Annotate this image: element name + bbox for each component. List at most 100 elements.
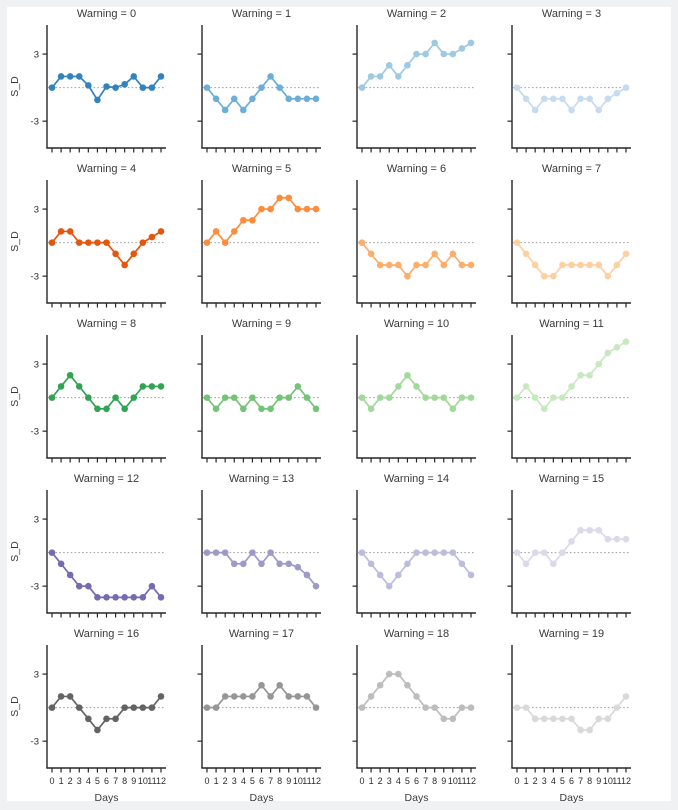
data-point-marker bbox=[294, 205, 302, 213]
y-tick-label: -3 bbox=[31, 581, 39, 592]
facet-title: Warning = 7 bbox=[542, 163, 601, 175]
x-tick-label: 10 bbox=[448, 776, 458, 786]
data-point-marker bbox=[85, 239, 92, 246]
data-point-marker bbox=[94, 239, 101, 246]
data-point-marker bbox=[449, 250, 457, 258]
data-point-marker bbox=[249, 549, 256, 556]
data-point-marker bbox=[66, 228, 74, 235]
data-point-marker bbox=[622, 250, 630, 258]
data-point-marker bbox=[312, 95, 320, 103]
y-tick-label: -3 bbox=[31, 736, 39, 747]
facet-title: Warning = 5 bbox=[232, 163, 291, 175]
data-point-marker bbox=[203, 549, 211, 556]
data-point-marker bbox=[249, 95, 256, 103]
data-point-marker bbox=[568, 106, 575, 114]
data-point-marker bbox=[586, 526, 593, 534]
facet-warning-8: Warning = 8 3 -3 S_D bbox=[9, 318, 166, 463]
data-point-marker bbox=[586, 726, 593, 734]
data-point-marker bbox=[604, 535, 612, 543]
data-point-marker bbox=[604, 715, 612, 723]
facet-warning-4: Warning = 4 3 -3 S_D bbox=[9, 163, 166, 308]
data-point-marker bbox=[112, 84, 119, 91]
data-point-marker bbox=[75, 383, 83, 390]
data-point-marker bbox=[103, 83, 110, 90]
data-point-marker bbox=[75, 73, 83, 80]
data-point-marker bbox=[240, 693, 247, 700]
data-point-marker bbox=[413, 549, 420, 556]
data-point-marker bbox=[212, 549, 220, 556]
data-point-marker bbox=[522, 383, 530, 390]
data-point-marker bbox=[249, 216, 256, 224]
data-point-marker bbox=[285, 394, 293, 401]
facet-warning-2: Warning = 2 bbox=[352, 8, 476, 153]
data-point-marker bbox=[568, 715, 575, 723]
facet-title: Warning = 19 bbox=[539, 628, 604, 640]
x-tick-label: 12 bbox=[311, 776, 321, 786]
x-tick-label: 10 bbox=[138, 776, 148, 786]
data-point-marker bbox=[440, 549, 448, 556]
data-point-marker bbox=[157, 228, 165, 235]
data-point-marker bbox=[75, 582, 83, 590]
data-point-marker bbox=[303, 571, 311, 579]
data-point-marker bbox=[130, 594, 138, 601]
data-point-marker bbox=[48, 704, 56, 711]
data-point-marker bbox=[221, 394, 229, 401]
facet-title: Warning = 15 bbox=[539, 473, 604, 485]
data-point-marker bbox=[422, 261, 429, 269]
x-tick-label: 1 bbox=[59, 776, 64, 786]
data-point-marker bbox=[276, 394, 283, 401]
data-point-marker bbox=[385, 394, 393, 401]
data-point-marker bbox=[75, 704, 83, 711]
data-point-marker bbox=[431, 704, 438, 711]
x-tick-label: 11 bbox=[457, 776, 466, 786]
data-point-marker bbox=[531, 261, 539, 269]
data-point-marker bbox=[458, 394, 466, 401]
data-point-marker bbox=[139, 594, 147, 601]
data-point-marker bbox=[404, 560, 411, 568]
facet-warning-5: Warning = 5 bbox=[197, 163, 321, 308]
data-point-marker bbox=[431, 39, 438, 47]
data-point-marker bbox=[440, 50, 448, 58]
facet-title: Warning = 3 bbox=[542, 8, 601, 20]
x-tick-label: 4 bbox=[396, 776, 401, 786]
data-point-marker bbox=[267, 73, 274, 80]
y-axis-label: S_D bbox=[9, 541, 21, 562]
data-point-marker bbox=[276, 84, 283, 91]
data-point-marker bbox=[230, 693, 238, 700]
data-point-marker bbox=[85, 82, 92, 89]
data-point-marker bbox=[540, 549, 548, 556]
data-point-marker bbox=[221, 239, 229, 246]
data-point-marker bbox=[385, 261, 393, 269]
facet-title: Warning = 16 bbox=[74, 628, 139, 640]
data-point-marker bbox=[413, 50, 420, 58]
data-point-marker bbox=[595, 526, 603, 534]
data-point-marker bbox=[258, 84, 265, 91]
data-point-marker bbox=[148, 84, 156, 91]
data-point-marker bbox=[258, 560, 265, 568]
x-tick-label: 8 bbox=[122, 776, 127, 786]
data-point-marker bbox=[559, 261, 566, 269]
data-point-marker bbox=[540, 715, 548, 723]
x-tick-label: 12 bbox=[621, 776, 631, 786]
data-point-marker bbox=[285, 194, 293, 202]
data-point-marker bbox=[540, 95, 548, 103]
data-point-marker bbox=[94, 594, 101, 601]
x-tick-label: 10 bbox=[603, 776, 613, 786]
data-point-marker bbox=[559, 549, 566, 556]
data-point-marker bbox=[230, 394, 238, 401]
data-point-marker bbox=[367, 560, 375, 568]
y-axis-label: S_D bbox=[9, 696, 21, 717]
data-line bbox=[51, 695, 162, 731]
data-point-marker bbox=[66, 693, 74, 700]
x-tick-label: 10 bbox=[293, 776, 303, 786]
data-point-marker bbox=[559, 715, 566, 723]
data-point-marker bbox=[121, 261, 128, 269]
y-tick-label: 3 bbox=[34, 514, 39, 525]
y-tick-label: -3 bbox=[31, 116, 39, 127]
data-point-marker bbox=[449, 405, 457, 413]
facet-title: Warning = 6 bbox=[387, 163, 446, 175]
data-point-marker bbox=[148, 383, 156, 390]
data-point-marker bbox=[513, 704, 521, 711]
data-point-marker bbox=[57, 560, 65, 568]
